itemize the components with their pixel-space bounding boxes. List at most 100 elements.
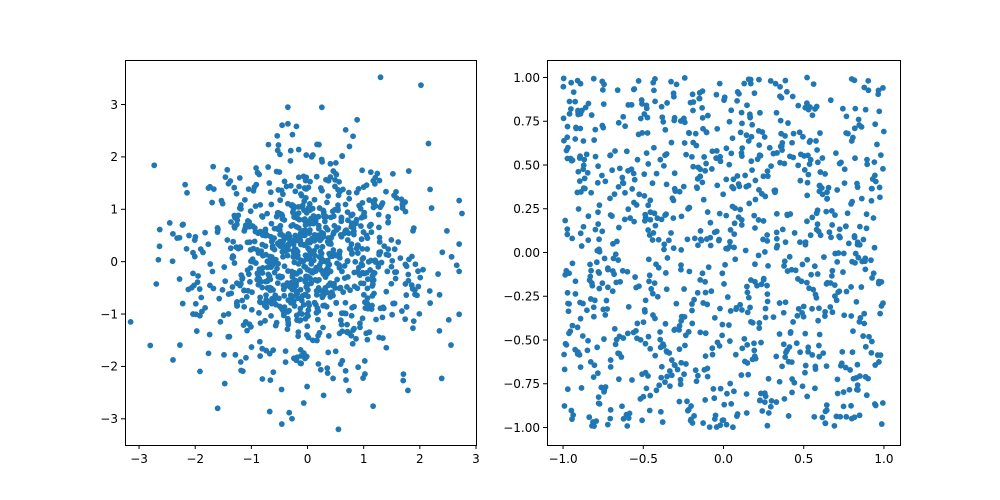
uniform-data-point bbox=[773, 235, 780, 242]
normal-data-point bbox=[205, 241, 212, 248]
normal-data-point bbox=[366, 223, 373, 230]
normal-data-point bbox=[248, 344, 255, 350]
normal-data-point bbox=[375, 211, 382, 218]
normal-data-point bbox=[436, 291, 443, 298]
uniform-data-point bbox=[577, 153, 584, 160]
uniform-data-point bbox=[842, 364, 849, 371]
uniform-data-point bbox=[591, 362, 598, 369]
uniform-data-point bbox=[647, 197, 654, 204]
uniform-data-point bbox=[610, 255, 617, 262]
uniform-data-point bbox=[564, 226, 571, 233]
normal-data-point bbox=[352, 258, 359, 265]
uniform-data-point bbox=[764, 238, 771, 244]
uniform-y-tick-label: 0.25 bbox=[513, 202, 540, 216]
normal-data-point bbox=[278, 211, 285, 218]
normal-data-point bbox=[345, 189, 352, 196]
normal-data-point bbox=[321, 218, 328, 225]
uniform-data-point bbox=[676, 327, 682, 333]
uniform-data-point bbox=[613, 279, 620, 286]
normal-data-point bbox=[300, 400, 307, 406]
normal-data-point bbox=[391, 192, 397, 199]
uniform-data-point bbox=[607, 195, 613, 202]
normal-data-point bbox=[410, 318, 417, 324]
normal-data-point bbox=[247, 208, 254, 215]
normal-data-point bbox=[285, 268, 291, 274]
normal-data-point bbox=[247, 264, 254, 271]
uniform-data-point bbox=[790, 154, 797, 161]
uniform-data-point bbox=[658, 374, 665, 381]
uniform-data-point bbox=[723, 421, 730, 428]
normal-data-point bbox=[267, 253, 273, 260]
normal-data-point bbox=[334, 276, 341, 283]
normal-data-point bbox=[359, 245, 366, 252]
uniform-data-point bbox=[762, 393, 769, 400]
normal-data-point bbox=[388, 280, 395, 287]
normal-data-point bbox=[200, 249, 206, 256]
normal-data-point bbox=[367, 169, 374, 176]
normal-data-point bbox=[416, 310, 423, 317]
normal-data-point bbox=[207, 261, 214, 267]
uniform-data-point bbox=[726, 322, 732, 328]
uniform-data-point bbox=[624, 268, 631, 275]
normal-data-point bbox=[302, 222, 309, 228]
normal-data-point bbox=[393, 205, 400, 212]
normal-data-point bbox=[272, 322, 279, 329]
uniform-data-point bbox=[855, 254, 862, 261]
normal-data-point bbox=[364, 246, 371, 252]
uniform-data-point bbox=[585, 100, 592, 107]
uniform-data-point bbox=[662, 379, 668, 386]
uniform-data-point bbox=[765, 262, 771, 269]
uniform-data-point bbox=[787, 211, 794, 217]
normal-data-point bbox=[339, 357, 346, 364]
uniform-data-point bbox=[572, 278, 579, 285]
normal-data-point bbox=[230, 238, 237, 245]
normal-data-point bbox=[344, 257, 351, 264]
uniform-data-point bbox=[599, 86, 606, 93]
uniform-data-point bbox=[773, 244, 780, 251]
uniform-data-point bbox=[584, 347, 591, 354]
uniform-data-point bbox=[592, 153, 599, 160]
uniform-data-point bbox=[634, 156, 641, 163]
normal-data-point bbox=[415, 268, 421, 275]
uniform-data-point bbox=[671, 185, 678, 192]
normal-data-point bbox=[257, 353, 264, 359]
normal-data-point bbox=[151, 162, 158, 169]
uniform-data-point bbox=[851, 234, 858, 241]
uniform-data-point bbox=[813, 210, 820, 217]
uniform-data-point bbox=[620, 415, 627, 422]
uniform-data-point bbox=[609, 167, 616, 174]
uniform-data-point bbox=[831, 282, 838, 288]
uniform-data-point bbox=[651, 280, 658, 287]
uniform-data-point bbox=[868, 257, 874, 264]
normal-data-point bbox=[427, 300, 434, 306]
uniform-data-point bbox=[751, 90, 758, 97]
normal-y-tick-label: 3 bbox=[110, 98, 118, 112]
uniform-data-point bbox=[602, 384, 609, 390]
normal-data-point bbox=[245, 271, 252, 278]
normal-data-point bbox=[216, 295, 223, 302]
normal-data-point bbox=[259, 264, 266, 271]
normal-x-tick-label: −1 bbox=[243, 452, 261, 466]
uniform-data-point bbox=[599, 228, 606, 235]
uniform-data-point bbox=[751, 347, 758, 354]
uniform-data-point bbox=[747, 304, 753, 311]
normal-data-point bbox=[190, 270, 196, 277]
normal-data-point bbox=[301, 207, 307, 214]
normal-data-point bbox=[241, 303, 248, 310]
uniform-data-point bbox=[702, 397, 709, 403]
uniform-data-point bbox=[816, 188, 823, 195]
normal-data-point bbox=[333, 300, 340, 307]
normal-data-point bbox=[373, 316, 379, 323]
uniform-data-point bbox=[720, 191, 727, 198]
uniform-data-point bbox=[642, 211, 649, 218]
uniform-data-point bbox=[797, 239, 803, 246]
uniform-data-point bbox=[739, 120, 745, 127]
uniform-data-point bbox=[752, 261, 758, 268]
uniform-data-point bbox=[568, 407, 575, 414]
uniform-data-point bbox=[658, 103, 665, 110]
uniform-data-point bbox=[635, 78, 642, 84]
uniform-data-point bbox=[812, 385, 818, 392]
uniform-data-point bbox=[768, 163, 774, 170]
normal-data-point bbox=[232, 351, 239, 358]
normal-data-point bbox=[275, 187, 282, 193]
